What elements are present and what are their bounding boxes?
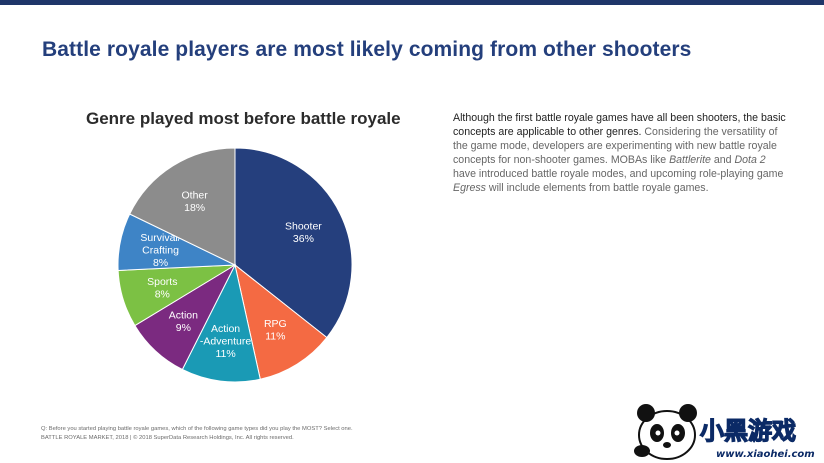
pie-label-rpg: RPG 11% (264, 318, 287, 343)
pie-label-survival-crafting: Survival/Crafting 8% (140, 232, 180, 269)
source-note: BATTLE ROYALE MARKET, 2018 | © 2018 Supe… (41, 435, 294, 441)
pie-label-shooter: Shooter 36% (285, 221, 322, 246)
game-name-egress: Egress (453, 182, 486, 195)
game-name-battlerite: Battlerite (669, 154, 711, 167)
survey-question: Q: Before you started playing battle roy… (41, 426, 353, 432)
pie-slice-shooter (234, 147, 353, 339)
pie-label-other: Other 18% (182, 189, 209, 214)
pie-label-sports: Sports 8% (147, 276, 177, 301)
footer: Q: Before you started playing battle roy… (41, 425, 561, 443)
pie-label-action-adventure: Action -Adventure 11% (200, 323, 252, 360)
top-accent-bar (0, 0, 824, 5)
pie-slice-other (129, 147, 236, 266)
pie-label-action: Action 9% (169, 310, 198, 335)
pie-chart: Shooter 36% RPG 11% Action -Adventure 11%Actio… (117, 147, 353, 383)
description-lead: Although the first battle royale games h… (453, 112, 786, 139)
slide-title: Battle royale players are most likely co… (42, 38, 692, 61)
pie-slice-action-adventure (181, 263, 261, 383)
watermark-logo: 小黑游戏 www.xiaohei.com (634, 404, 815, 460)
pie-slice-rpg (234, 263, 328, 380)
description-text: Although the first battle royale games h… (453, 112, 786, 195)
panda-mascot-icon (634, 404, 697, 460)
watermark-brand: 小黑游戏 (700, 417, 796, 445)
watermark-url: www.xiaohei.com (716, 449, 815, 460)
game-name-dota2: Dota 2 (734, 154, 766, 167)
chart-title: Genre played most before battle royale (86, 109, 401, 128)
